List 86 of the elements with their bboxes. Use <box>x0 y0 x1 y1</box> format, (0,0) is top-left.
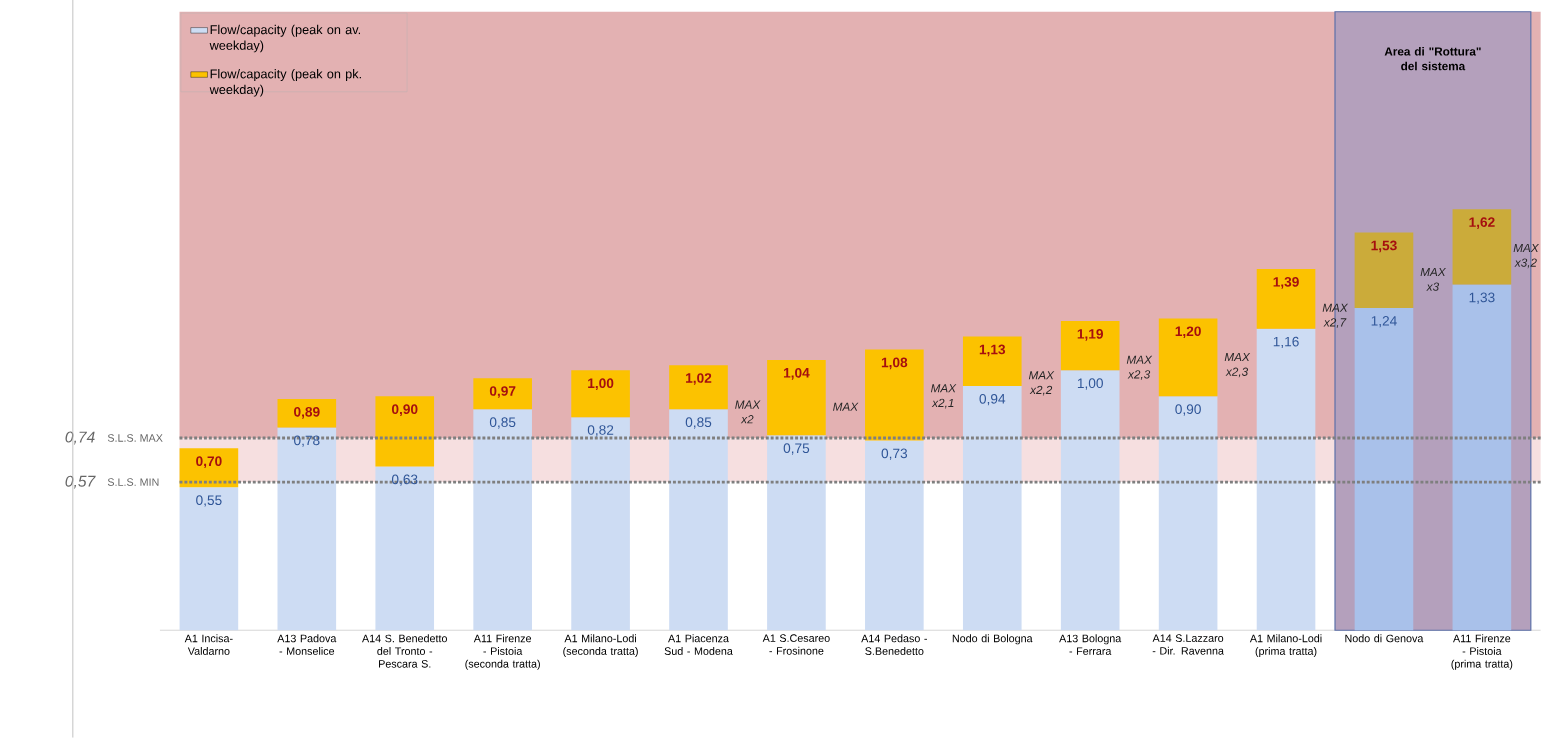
annotation: MAX <box>833 402 859 411</box>
data-label: 0,73 <box>881 448 908 460</box>
x-tick-label: A13 Padova - Monselice <box>277 634 337 656</box>
x-tick-label: A13 Bologna - Ferrara <box>1059 634 1122 656</box>
total-label: 0,90 <box>391 404 418 417</box>
data-label: 0,85 <box>685 417 712 429</box>
x-tick-label: Nodo di Genova <box>1345 634 1424 643</box>
annotation: MAX x2,7 <box>1322 303 1349 329</box>
total-label: 1,04 <box>783 368 810 380</box>
annotation: MAX x2,1 <box>930 384 957 409</box>
bar <box>767 360 826 436</box>
data-label: 0,90 <box>1175 404 1201 416</box>
legend-label: Flow/capacity (peak on pk. weekday) <box>209 69 361 97</box>
data-label: 0,55 <box>196 495 222 507</box>
total-label: 1,62 <box>1469 217 1495 230</box>
bar <box>767 435 826 631</box>
ref-line-label: S.L.S. MAX <box>107 434 163 442</box>
bar <box>1354 308 1414 631</box>
bar <box>1452 284 1512 631</box>
y-tick-label: 0,57 <box>65 475 96 489</box>
bar <box>962 386 1022 631</box>
bar <box>179 487 239 631</box>
x-tick-label: A14 Pedaso - S.Benedetto <box>861 634 928 656</box>
total-label: 1,20 <box>1175 326 1201 339</box>
annotation: MAX x2,2 <box>1028 371 1055 396</box>
total-label: 1,02 <box>686 373 712 385</box>
total-label: 0,89 <box>294 407 320 419</box>
x-tick-label: A14 S.Lazzaro - Dir. Ravenna <box>1152 634 1224 655</box>
data-label: 1,00 <box>1077 378 1103 390</box>
data-label: 0,94 <box>979 394 1006 406</box>
legend-label: Flow/capacity (peak on av. weekday) <box>209 25 361 53</box>
band-label: Area di "Rottura" del sistema <box>1384 47 1481 71</box>
total-label: 1,53 <box>1371 240 1397 253</box>
annotation: MAX x3,2 <box>1513 244 1540 269</box>
data-label: 1,33 <box>1469 292 1495 305</box>
x-tick-label: A11 Firenze - Pistoia (seconda tratta) <box>465 634 540 670</box>
bar <box>1354 232 1414 309</box>
data-label: 0,82 <box>587 425 614 437</box>
bar <box>1256 269 1316 329</box>
bar <box>277 399 337 428</box>
y-tick-label: 0,74 <box>65 431 95 445</box>
total-label: 1,00 <box>588 378 614 391</box>
bar <box>277 427 337 631</box>
x-tick-label: A1 Piacenza Sud - Modena <box>664 634 733 656</box>
bar <box>473 409 532 631</box>
total-label: 1,39 <box>1273 277 1299 289</box>
bar <box>669 409 728 631</box>
bar <box>1060 370 1120 631</box>
total-label: 0,97 <box>489 386 516 398</box>
bar <box>1256 328 1316 631</box>
annotation: MAX x2,3 <box>1224 353 1251 378</box>
total-label: 1,13 <box>979 344 1006 357</box>
data-label: 0,78 <box>294 435 320 447</box>
bar <box>1158 396 1218 631</box>
bar <box>375 466 435 631</box>
x-tick-label: A11 Firenze - Pistoia (prima tratta) <box>1451 634 1513 670</box>
x-tick-label: Nodo di Bologna <box>952 634 1033 645</box>
data-label: 0,85 <box>489 417 516 429</box>
data-label: 0,63 <box>391 474 418 486</box>
annotation: MAX x2 <box>735 400 761 424</box>
bar <box>1060 321 1120 371</box>
bar <box>865 440 924 631</box>
data-label: 1,16 <box>1273 336 1299 349</box>
total-label: 1,08 <box>881 357 908 370</box>
x-tick-label: A1 Milano-Lodi (prima tratta) <box>1249 634 1322 658</box>
bar <box>1452 209 1512 285</box>
bar <box>375 396 435 467</box>
x-tick-label: A1 Incisa-Valdarno <box>184 634 233 656</box>
bar <box>865 349 924 441</box>
data-label: 1,24 <box>1371 316 1397 328</box>
total-label: 1,19 <box>1077 329 1103 341</box>
bar <box>473 378 532 410</box>
bar <box>571 370 630 418</box>
ref-line-label: S.L.S. MIN <box>107 478 159 487</box>
bar <box>962 336 1022 387</box>
x-tick-label: A14 S. Benedetto del Tronto - Pescara S. <box>362 634 447 668</box>
x-tick-label: A1 Milano-Lodi (seconda tratta) <box>563 634 638 658</box>
x-tick-label: A1 S.Cesareo - Frosinone <box>762 634 830 655</box>
bar <box>669 365 728 410</box>
bar <box>571 417 630 631</box>
total-label: 0,70 <box>196 456 222 469</box>
bar <box>1158 318 1218 397</box>
annotation: MAX x3 <box>1420 268 1446 291</box>
bar <box>179 448 239 488</box>
annotation: MAX x2,3 <box>1126 355 1153 380</box>
data-label: 0,75 <box>783 443 810 455</box>
